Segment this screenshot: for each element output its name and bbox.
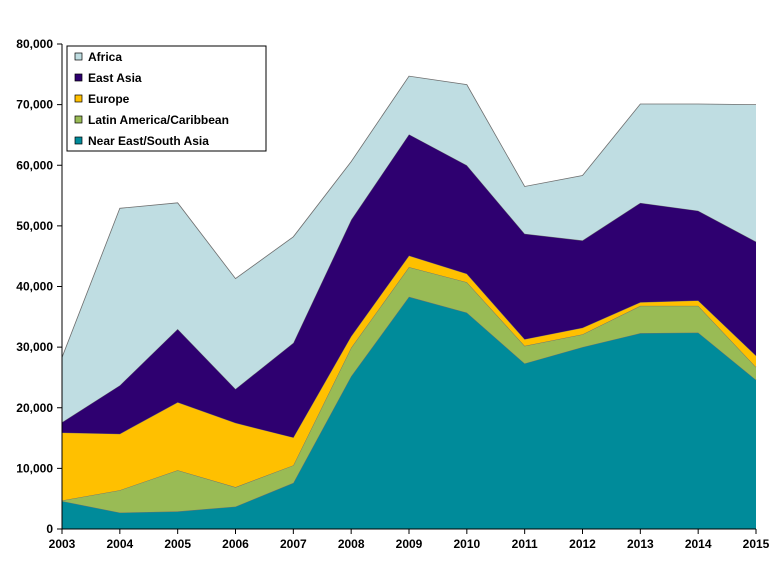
- y-tick-label: 50,000: [16, 219, 53, 233]
- x-tick-label: 2013: [627, 537, 654, 551]
- x-tick-label: 2008: [338, 537, 365, 551]
- x-tick-label: 2010: [453, 537, 480, 551]
- legend-swatch-east-asia: [74, 73, 83, 82]
- legend-label-east-asia: East Asia: [88, 71, 142, 85]
- y-axis-ticks: 0 10,000 20,000 30,000 40,000 50,000 60,000 70,…: [16, 37, 62, 536]
- area-series-group: [61, 75, 757, 529]
- legend-label-africa: Africa: [88, 50, 122, 64]
- x-tick-label: 2011: [512, 537, 538, 551]
- y-tick-label: 10,000: [16, 461, 53, 475]
- legend-swatch-near-east-south-asia: [74, 136, 83, 145]
- y-tick-label: 30,000: [16, 340, 53, 354]
- legend-box: [66, 45, 267, 152]
- x-tick-label: 2004: [106, 537, 133, 551]
- x-axis-ticks: 2003 2004 2005 2006 2007 2008 2009 2010 2011 2012…: [49, 529, 770, 551]
- y-tick-label: 80,000: [16, 37, 53, 51]
- area-edge-africa: [61, 75, 757, 358]
- y-tick-label: 0: [46, 522, 53, 536]
- legend-label-near-east-south-asia: Near East/South Asia: [88, 134, 209, 148]
- y-tick-label: 40,000: [16, 280, 53, 294]
- x-tick-label: 2009: [396, 537, 423, 551]
- y-tick-label: 60,000: [16, 158, 53, 172]
- x-tick-label: 2005: [164, 537, 191, 551]
- legend-swatch-latin-america-caribbean: [74, 115, 83, 124]
- y-tick-label: 70,000: [16, 98, 53, 112]
- legend-swatch-africa: [74, 52, 83, 61]
- legend-label-latin-america-caribbean: Latin America/Caribbean: [88, 113, 229, 127]
- x-tick-label: 2014: [685, 537, 712, 551]
- y-tick-label: 20,000: [16, 401, 53, 415]
- area-europe: [62, 255, 756, 501]
- area-near-east-south-asia: [62, 296, 756, 529]
- legend-swatch-europe: [74, 94, 83, 103]
- legend: Africa East Asia Europe Latin America/Carib…: [66, 45, 267, 152]
- x-tick-label: 2006: [222, 537, 249, 551]
- legend-label-europe: Europe: [88, 92, 130, 106]
- area-africa: [62, 76, 756, 423]
- x-tick-label: 2003: [49, 537, 76, 551]
- x-tick-label: 2012: [569, 537, 596, 551]
- x-tick-label: 2007: [280, 537, 307, 551]
- area-east-asia: [62, 134, 756, 438]
- x-tick-label: 2015: [743, 537, 770, 551]
- area-latin-america-caribbean: [62, 267, 756, 513]
- legend-items: Africa East Asia Europe Latin America/Carib…: [74, 50, 229, 148]
